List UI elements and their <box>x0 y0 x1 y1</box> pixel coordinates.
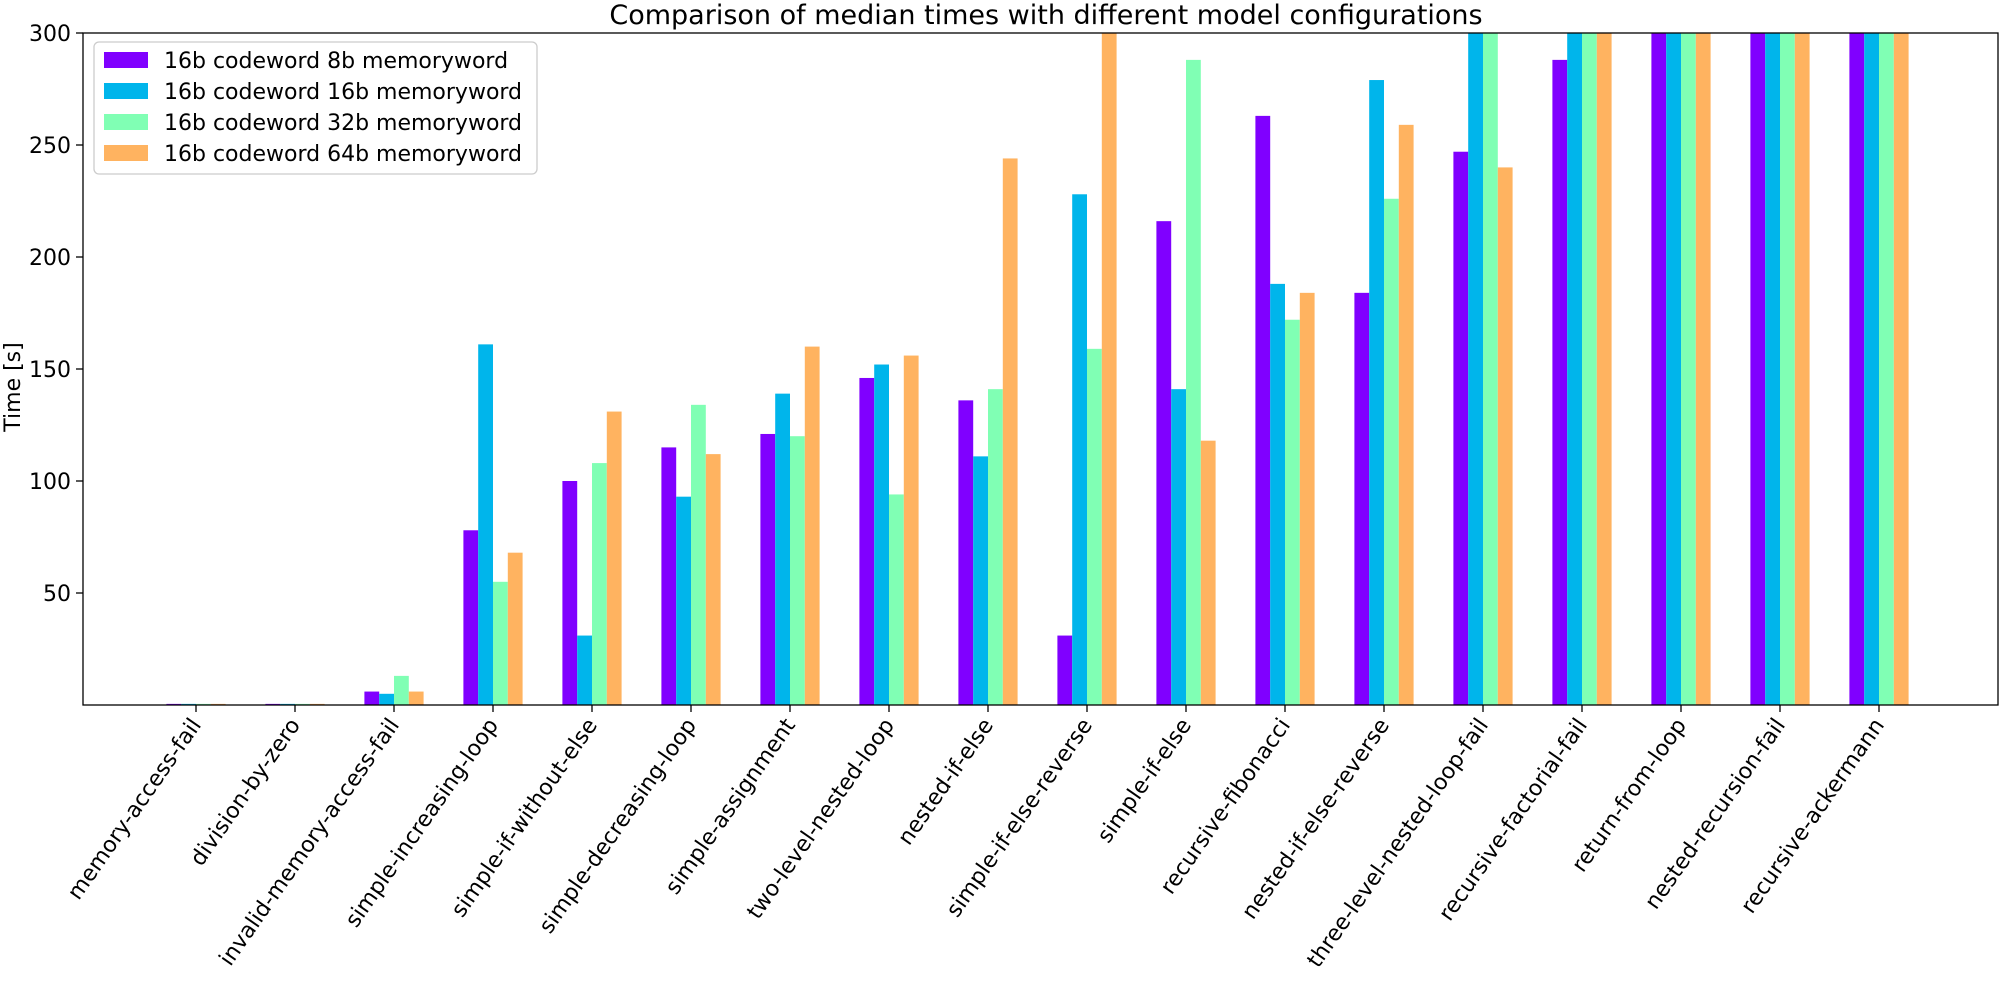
bar <box>1453 151 1469 706</box>
bar <box>1596 33 1612 705</box>
bar <box>661 447 677 705</box>
bar <box>1398 124 1414 706</box>
bar <box>804 346 820 705</box>
bar <box>1681 33 1696 705</box>
legend-label: 16b codeword 8b memoryword <box>164 49 508 74</box>
bar <box>1879 33 1894 705</box>
bar <box>1765 33 1780 705</box>
bar <box>874 364 889 705</box>
x-ticks: memory-access-faildivision-by-zeroinvali… <box>63 705 1890 972</box>
bar <box>1186 59 1201 705</box>
bar <box>1849 33 1865 705</box>
legend-label: 16b codeword 16b memoryword <box>164 80 522 105</box>
bar <box>1468 33 1483 705</box>
bar <box>1101 33 1117 705</box>
legend-swatch <box>104 52 148 68</box>
bar <box>1864 33 1879 705</box>
bar <box>988 389 1003 705</box>
bar <box>1369 80 1384 706</box>
bars-layer <box>166 33 1909 706</box>
bar <box>760 433 776 705</box>
x-tick-label: invalid-memory-access-fail <box>215 714 405 971</box>
bar <box>1750 33 1766 705</box>
y-tick-label: 250 <box>29 134 71 159</box>
plot-frame <box>82 32 1999 706</box>
bar <box>1552 59 1568 705</box>
bar <box>394 675 409 705</box>
bar <box>790 436 805 705</box>
bar <box>379 693 394 705</box>
bar <box>1567 33 1582 705</box>
bar <box>775 393 790 705</box>
legend-label: 16b codeword 32b memoryword <box>164 111 522 136</box>
x-tick-label: three-level-nested-loop-fail <box>1303 714 1494 972</box>
bar <box>1666 33 1681 705</box>
bar <box>973 456 988 705</box>
bar <box>1002 158 1018 705</box>
bar <box>577 635 592 705</box>
bar <box>1354 292 1370 705</box>
legend-swatch <box>104 114 148 130</box>
y-tick-label: 100 <box>29 470 71 495</box>
bar <box>606 411 622 705</box>
bar <box>889 494 904 705</box>
bar <box>1057 635 1073 705</box>
chart-title: Comparison of median times with differen… <box>609 0 1482 31</box>
legend-frame <box>93 41 538 175</box>
bar <box>562 481 578 705</box>
bar <box>676 496 691 705</box>
bar <box>408 691 424 705</box>
y-tick-label: 150 <box>29 358 71 383</box>
bar <box>1270 283 1285 705</box>
x-tick-label: memory-access-fail <box>63 714 207 904</box>
bar <box>1171 389 1186 705</box>
bar <box>1794 33 1810 705</box>
legend-label: 16b codeword 64b memoryword <box>164 142 522 167</box>
bar <box>1299 292 1315 705</box>
y-tick-label: 50 <box>43 582 71 607</box>
bar <box>958 400 974 705</box>
bar <box>1285 319 1300 705</box>
legend: 16b codeword 8b memoryword 16b codeword 1… <box>93 41 538 175</box>
y-tick-label: 200 <box>29 246 71 271</box>
y-ticks: 50 100 150 200 250 300 <box>29 22 83 607</box>
bar <box>691 404 706 705</box>
bar <box>1695 33 1711 705</box>
bar <box>859 377 875 705</box>
bar <box>1483 33 1498 705</box>
bar <box>493 581 508 705</box>
bar <box>1582 33 1597 705</box>
bar <box>903 355 919 705</box>
bar <box>1497 167 1513 705</box>
x-tick-label: division-by-zero <box>186 714 306 871</box>
bar <box>1255 115 1271 705</box>
bar <box>1384 198 1399 705</box>
y-axis-label: Time [s] <box>1 342 26 432</box>
bar <box>1156 221 1172 705</box>
legend-swatch <box>104 83 148 99</box>
bar <box>1087 348 1102 705</box>
bar <box>705 454 721 705</box>
bar <box>1200 440 1216 705</box>
bar <box>478 344 493 705</box>
x-tick-label: nested-if-else <box>893 714 999 850</box>
y-tick-label: 300 <box>29 22 71 47</box>
bar <box>507 552 523 705</box>
bar <box>1893 33 1909 705</box>
bar <box>592 463 607 705</box>
bar <box>1780 33 1795 705</box>
x-tick-label: simple-if-else <box>1093 714 1197 848</box>
bar <box>463 530 479 705</box>
bar <box>1072 194 1087 705</box>
legend-swatch <box>104 145 148 161</box>
bar <box>364 691 380 705</box>
bar <box>1651 33 1667 705</box>
